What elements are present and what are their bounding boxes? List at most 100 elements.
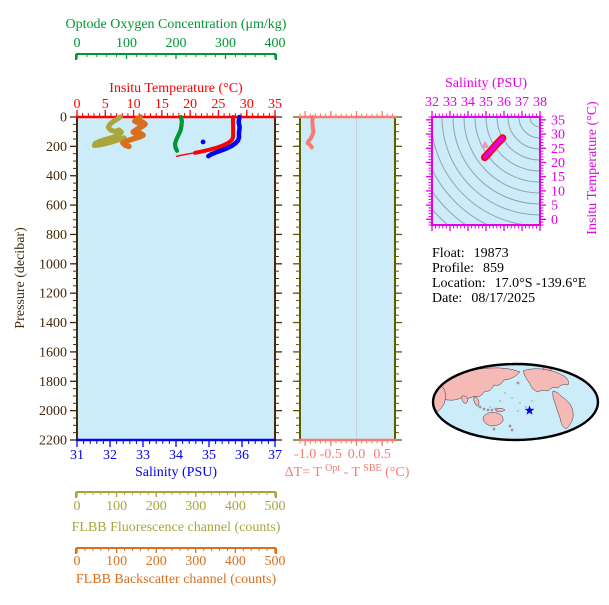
svg-text:600: 600 [46,199,67,214]
temperature-axis-ticks: 0 5 10 15 20 25 30 35 [74,97,282,116]
salinity-axis-title: Salinity (PSU) [135,465,217,480]
svg-text:35: 35 [551,113,565,128]
delta-title-suffix: (°C) [385,465,410,480]
series-salinity [206,114,242,159]
svg-text:200: 200 [46,140,67,155]
svg-text:1000: 1000 [39,257,67,272]
series-salinity-spot [200,139,206,145]
float-position-star [524,405,535,415]
panel-frames [76,115,541,442]
svg-text:1200: 1200 [39,287,67,302]
svg-text:100: 100 [116,36,137,51]
svg-text:500: 500 [265,554,286,569]
svg-text:400: 400 [265,36,286,51]
pressure-axis-title: Pressure (decibar) [13,227,28,329]
float-label: Float: [432,246,465,261]
location-info-row: Location: 17.0°S -139.6°E [432,276,586,291]
panel-backgrounds [77,117,540,440]
svg-text:0: 0 [74,499,81,514]
svg-text:35: 35 [202,448,216,463]
delta-axis-ticks-top [299,111,393,116]
svg-text:400: 400 [225,499,246,514]
svg-text:35: 35 [479,95,493,110]
svg-text:300: 300 [185,554,206,569]
float-value: 19873 [473,246,509,261]
svg-text:0: 0 [60,111,67,126]
series-temperature [193,115,236,155]
svg-text:15: 15 [551,170,565,185]
svg-text:20: 20 [183,97,197,112]
svg-text:100: 100 [106,499,127,514]
svg-text:35: 35 [268,97,282,112]
series-temperature-tail [175,152,196,158]
svg-text:0.5: 0.5 [373,447,391,462]
svg-text:0: 0 [74,554,81,569]
svg-text:0.0: 0.0 [348,447,366,462]
delta-title-mid: - T [344,465,361,480]
svg-text:10: 10 [127,97,141,112]
svg-text:30: 30 [240,97,254,112]
world-map [431,362,600,442]
svg-text:2200: 2200 [39,434,67,449]
svg-text:500: 500 [265,499,286,514]
float-info-block: Float: 19873 Profile: 859 Location: 17.0°S … [432,246,586,306]
ts-profile-marker [480,140,490,148]
svg-text:25: 25 [211,97,225,112]
svg-text:800: 800 [46,228,67,243]
ts-salinity-ticks-bottom [431,226,541,231]
svg-text:100: 100 [106,554,127,569]
svg-text:10: 10 [551,184,565,199]
profile-info-row: Profile: 859 [432,261,586,276]
backscatter-axis-title: FLBB Backscatter channel (counts) [76,572,277,587]
ts-temperature-title: Insitu Temperature (°C) [585,101,600,235]
oxygen-axis-title: Optode Oxygen Concentration (μm/kg) [66,17,287,32]
fluorescence-axis-title: FLBB Fluorescence channel (counts) [72,520,281,535]
svg-text:200: 200 [146,554,167,569]
svg-text:400: 400 [46,169,67,184]
svg-text:0: 0 [551,213,558,228]
svg-text:37: 37 [268,448,282,463]
svg-text:-1.0: -1.0 [294,447,316,462]
svg-text:300: 300 [215,36,236,51]
location-value: 17.0°S -139.6°E [494,276,587,291]
svg-text:32: 32 [103,448,117,463]
svg-text:36: 36 [497,95,511,110]
oxygen-axis: 0 100 200 300 400 [74,36,286,60]
fluorescence-axis: 0 100 200 300 400 500 [74,491,286,514]
pressure-axis-ticks: 0 200 400 600 800 1000 1200 1400 1600 1800 2000 220… [39,111,402,449]
svg-text:-0.5: -0.5 [320,447,342,462]
series-delta-t [305,115,316,150]
ts-salinity-ticks-top: 32 33 34 35 36 37 38 [425,95,547,116]
delta-title-prefix: ΔT= T [285,465,323,480]
delta-title-sup-opt: Opt [325,463,340,474]
svg-text:37: 37 [515,95,529,110]
profile-label: Profile: [432,261,474,276]
svg-text:200: 200 [146,499,167,514]
svg-text:31: 31 [70,448,84,463]
svg-text:36: 36 [235,448,249,463]
series-fluorescence [91,114,127,148]
delta-axis-title: ΔT= T Opt - T SBE (°C) [285,460,410,480]
svg-text:33: 33 [136,448,150,463]
temperature-axis-title: Insitu Temperature (°C) [109,81,243,96]
delta-title-sup-sbe: SBE [363,463,381,474]
location-label: Location: [432,276,486,291]
float-info-row: Float: 19873 [432,246,586,261]
series-backscatter [120,114,148,150]
series-ts-curve [480,134,507,162]
svg-text:30: 30 [551,128,565,143]
svg-text:400: 400 [225,554,246,569]
svg-text:1400: 1400 [39,316,67,331]
svg-text:15: 15 [155,97,169,112]
svg-text:0: 0 [74,97,81,112]
svg-text:200: 200 [166,36,187,51]
svg-text:300: 300 [185,499,206,514]
svg-text:1600: 1600 [39,345,67,360]
svg-text:34: 34 [461,95,475,110]
date-label: Date: [432,291,463,306]
profile-value: 859 [483,261,504,276]
svg-text:1800: 1800 [39,375,67,390]
